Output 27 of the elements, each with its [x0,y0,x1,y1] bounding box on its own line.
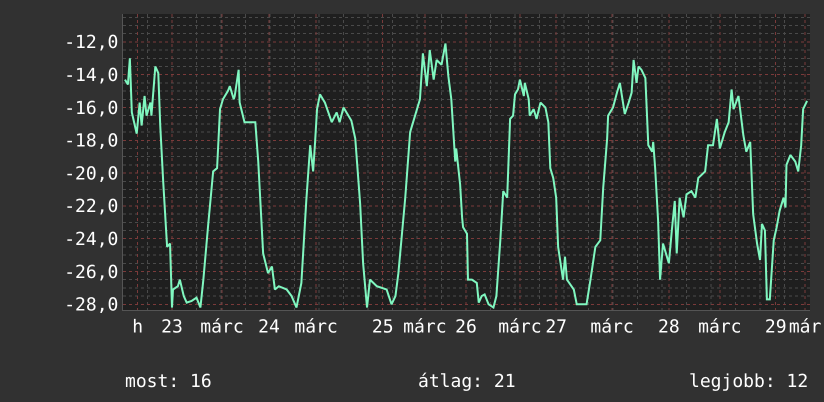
text: legjobb: 12 [689,371,808,392]
x-tick-label: h [132,316,144,338]
x-tick-label: 25 [372,316,394,338]
y-tick-label: -12,0 [64,32,118,54]
y-tick-label: -16,0 [64,98,118,119]
x-tick-label: márc [294,316,338,338]
x-tick-label: 28 [658,316,680,338]
y-tick-label: -22,0 [64,196,118,218]
x-tick-label: márc [403,316,447,338]
y-tick-label: -28,0 [64,294,118,316]
x-tick-label: márc [698,316,742,338]
y-tick-label: -24,0 [64,228,118,250]
text: átlag: 21 [418,371,516,392]
y-tick-label: -18,0 [64,130,118,152]
x-tick-label: 29 [764,316,787,338]
x-tick-label: már [788,316,822,338]
x-tick-label: 26 [455,316,477,338]
x-tick-label: márc [590,316,634,338]
x-tick-label: 27 [545,316,568,338]
y-tick-label: -14,0 [64,64,118,86]
y-tick-label: -20,0 [64,163,118,184]
x-tick-label: 23 [161,316,183,338]
x-tick-label: 24 [258,316,280,338]
text: most: 16 [125,371,212,392]
y-tick-label: -26,0 [64,262,118,283]
x-tick-label: márc [200,316,244,338]
x-tick-label: márc [498,316,542,338]
